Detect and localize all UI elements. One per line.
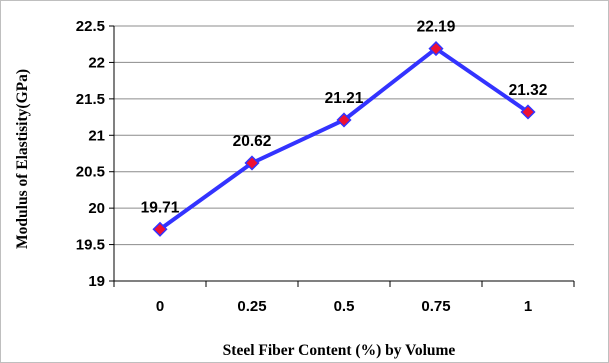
- y-tick-label: 22.5: [76, 18, 105, 35]
- y-tick-label: 21.5: [76, 91, 105, 108]
- y-tick-label: 20.5: [76, 164, 105, 181]
- data-point: [336, 112, 352, 128]
- x-tick-label: 0.75: [421, 298, 450, 315]
- y-tick-label: 19: [88, 273, 105, 290]
- data-point: [520, 104, 536, 120]
- y-tick-labels: 19 19.5 20 20.5 21 21.5 22 22.5: [76, 18, 105, 290]
- data-point: [152, 221, 168, 237]
- series: [152, 41, 536, 237]
- axes: [109, 25, 575, 287]
- y-tick-label: 20: [88, 200, 105, 217]
- data-point: [244, 155, 260, 171]
- data-label: 21.32: [509, 82, 548, 99]
- x-tick-label: 0.25: [237, 298, 266, 315]
- y-tick-label: 19.5: [76, 237, 105, 254]
- x-tick-label: 1: [524, 298, 532, 315]
- y-tick-label: 22: [88, 54, 105, 71]
- x-tick-labels: 0 0.25 0.5 0.75 1: [156, 298, 532, 315]
- series-line: [158, 46, 530, 231]
- y-tick-label: 21: [88, 127, 105, 144]
- data-label: 21.21: [325, 90, 364, 107]
- x-tick-label: 0.5: [334, 298, 355, 315]
- y-axis-title: Modulus of Elastisity(GPa): [14, 69, 31, 249]
- data-label: 22.19: [417, 19, 456, 36]
- data-label: 19.71: [141, 199, 180, 216]
- x-tick-label: 0: [156, 298, 164, 315]
- data-labels: 19.71 20.62 21.21 22.19 21.32: [141, 19, 548, 217]
- data-point: [428, 41, 444, 57]
- data-label: 20.62: [233, 133, 272, 150]
- x-axis-title: Steel Fiber Content (%) by Volume: [223, 342, 456, 359]
